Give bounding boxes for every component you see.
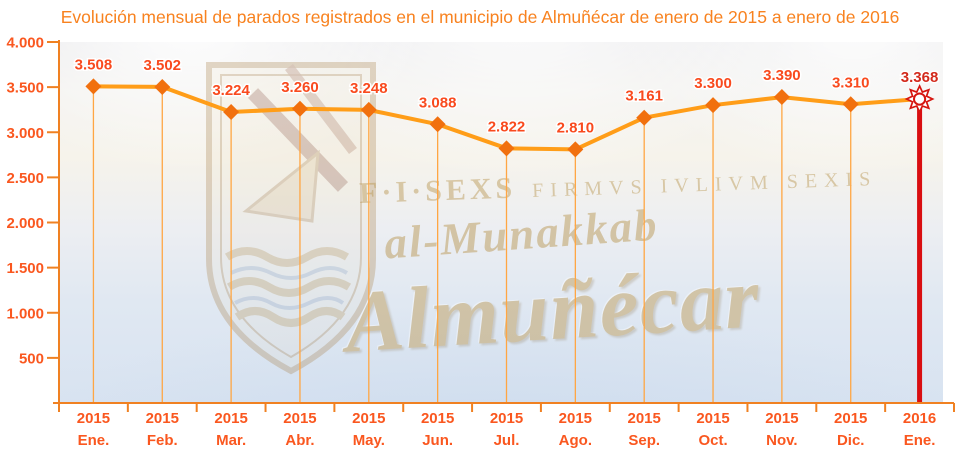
y-tick-label: 2.500 [6,170,44,187]
data-point-label: 3.088 [419,94,457,111]
x-label-year: 2015 [834,410,867,427]
x-label-month: Mar. [216,432,246,449]
x-label-year: 2016 [903,410,936,427]
x-label-year: 2015 [214,410,247,427]
data-point-label: 2.810 [557,119,595,136]
data-point-label: 3.224 [212,82,250,99]
x-label-month: Ene. [78,432,110,449]
data-point-diamond [223,104,240,121]
x-label-year: 2015 [146,410,179,427]
x-label-month: Jun. [422,432,453,449]
data-point-label: 3.390 [763,67,801,84]
x-label-month: Ene. [904,432,936,449]
y-tick-label: 4.000 [6,35,44,52]
data-point-diamond [773,89,790,106]
data-point-label: 3.161 [625,88,663,105]
data-point-diamond [705,97,722,114]
data-point-diamond [154,78,171,95]
x-label-year: 2015 [628,410,661,427]
data-point-diamond [291,100,308,117]
x-label-month: Sep. [628,432,660,449]
x-label-year: 2015 [559,410,592,427]
y-tick-label: 1.000 [6,305,44,322]
data-point-label: 3.300 [694,75,732,92]
x-label-month: Ago. [559,432,592,449]
y-tick-label: 1.500 [6,260,44,277]
y-tick-label: 500 [19,350,44,367]
data-point-diamond [636,109,653,126]
data-point-label: 3.508 [75,56,113,73]
data-point-label: 3.502 [143,57,181,74]
x-label-month: Jul. [494,432,520,449]
x-label-year: 2015 [696,410,729,427]
x-label-month: Abr. [285,432,314,449]
x-label-year: 2015 [77,410,110,427]
data-point-label: 3.368 [901,69,939,86]
x-label-month: Nov. [766,432,797,449]
chart-title: Evolución mensual de parados registrados… [60,7,900,27]
background-watermark: F·I·SEXS FIRMVS IVLIVM SEXIS al-Munakkab … [59,42,943,403]
data-point-diamond [842,96,859,113]
x-label-year: 2015 [421,410,454,427]
x-label-year: 2015 [490,410,523,427]
y-tick-label: 2.000 [6,215,44,232]
y-tick-label: 3.500 [6,80,44,97]
x-label-month: Oct. [698,432,727,449]
x-label-year: 2015 [283,410,316,427]
data-point-diamond [498,140,515,157]
x-label-month: Dic. [837,432,865,449]
data-point-label: 2.822 [488,118,526,135]
x-label-year: 2015 [352,410,385,427]
data-point-diamond [567,141,584,158]
data-point-label: 3.260 [281,79,319,96]
data-point-label: 3.310 [832,74,870,91]
x-label-year: 2015 [765,410,798,427]
data-point-diamond [360,101,377,118]
data-point-diamond [429,116,446,133]
y-tick-label: 3.000 [6,125,44,142]
data-point-diamond [85,78,102,95]
data-point-label: 3.248 [350,80,388,97]
x-label-month: Feb. [147,432,178,449]
x-label-month: May. [353,432,385,449]
highlight-sun-marker-center [912,92,927,106]
